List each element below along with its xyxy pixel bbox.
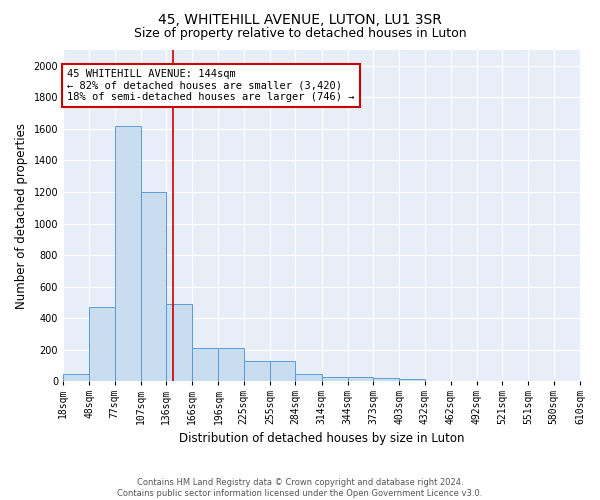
Bar (89, 308, 115, 382)
Bar (322, 376, 348, 382)
Bar (166, 304, 192, 382)
Bar (63, 374, 89, 382)
Bar (244, 361, 270, 382)
Text: 45 WHITEHILL AVENUE: 144sqm
← 82% of detached houses are smaller (3,420)
18% of : 45 WHITEHILL AVENUE: 144sqm ← 82% of det… (67, 69, 355, 102)
Text: 45, WHITEHILL AVENUE, LUTON, LU1 3SR: 45, WHITEHILL AVENUE, LUTON, LU1 3SR (158, 12, 442, 26)
Bar (295, 374, 322, 382)
Bar (141, 192, 166, 382)
Bar (115, 126, 141, 382)
Text: Size of property relative to detached houses in Luton: Size of property relative to detached ho… (134, 28, 466, 40)
Bar (270, 361, 295, 382)
Bar (218, 348, 244, 382)
Y-axis label: Number of detached properties: Number of detached properties (15, 122, 28, 308)
Text: Contains HM Land Registry data © Crown copyright and database right 2024.
Contai: Contains HM Land Registry data © Crown c… (118, 478, 482, 498)
Bar (348, 376, 373, 382)
Bar (373, 378, 399, 382)
Bar (399, 379, 425, 382)
X-axis label: Distribution of detached houses by size in Luton: Distribution of detached houses by size … (179, 432, 464, 445)
Bar (192, 348, 218, 382)
